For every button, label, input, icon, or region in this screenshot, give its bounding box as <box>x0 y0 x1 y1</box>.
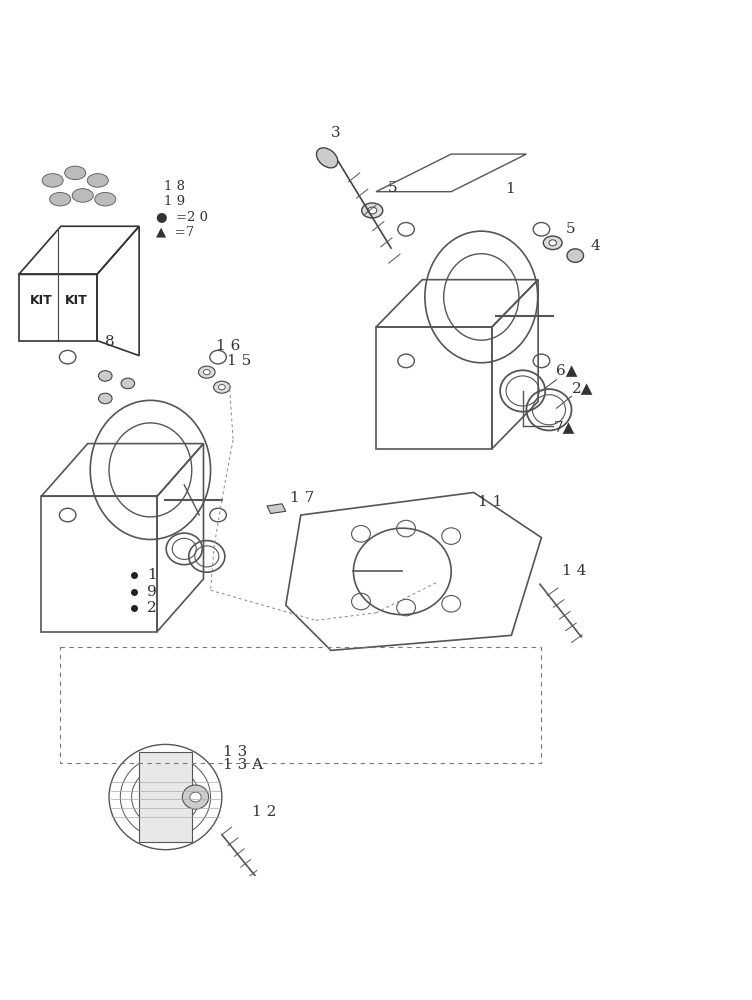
Ellipse shape <box>50 192 71 206</box>
Ellipse shape <box>257 884 276 898</box>
Ellipse shape <box>362 203 383 218</box>
Ellipse shape <box>95 192 116 206</box>
Ellipse shape <box>218 385 225 390</box>
Text: KIT: KIT <box>30 294 53 307</box>
Text: 1 3: 1 3 <box>223 745 247 759</box>
Text: 5: 5 <box>387 181 397 195</box>
Text: 5: 5 <box>566 222 575 236</box>
Text: 1 8: 1 8 <box>164 180 185 193</box>
Ellipse shape <box>72 189 93 202</box>
Ellipse shape <box>99 371 112 381</box>
Text: 1 4: 1 4 <box>562 564 587 578</box>
Text: 6▲: 6▲ <box>556 363 578 377</box>
Text: 1 5: 1 5 <box>227 354 251 368</box>
Text: 8: 8 <box>105 335 115 349</box>
Ellipse shape <box>549 240 556 246</box>
Text: ▲  =7: ▲ =7 <box>156 225 195 238</box>
Ellipse shape <box>99 393 112 404</box>
Text: 7▲: 7▲ <box>554 420 575 434</box>
Text: ●  =2 0: ● =2 0 <box>156 210 208 223</box>
Text: 1: 1 <box>147 568 157 582</box>
Text: 2▲: 2▲ <box>572 381 593 395</box>
Text: 1: 1 <box>505 182 515 196</box>
Text: 1 6: 1 6 <box>216 339 240 353</box>
Ellipse shape <box>121 378 135 389</box>
Ellipse shape <box>567 249 584 262</box>
Ellipse shape <box>214 381 230 393</box>
Text: 3: 3 <box>331 126 341 140</box>
Ellipse shape <box>199 366 215 378</box>
Text: 1 3 A: 1 3 A <box>223 758 262 772</box>
Text: KIT: KIT <box>65 294 87 307</box>
Ellipse shape <box>65 166 86 180</box>
Text: 1 1: 1 1 <box>478 495 502 509</box>
Ellipse shape <box>87 174 108 187</box>
Polygon shape <box>139 752 192 842</box>
Ellipse shape <box>543 236 562 250</box>
Text: 1 2: 1 2 <box>252 805 276 819</box>
Ellipse shape <box>317 148 338 168</box>
Text: 1 9: 1 9 <box>164 195 185 208</box>
Ellipse shape <box>368 207 377 214</box>
Ellipse shape <box>203 370 210 375</box>
Text: 1 7: 1 7 <box>290 491 314 505</box>
Text: 2: 2 <box>147 601 157 615</box>
Text: 9: 9 <box>147 585 157 599</box>
Ellipse shape <box>42 174 63 187</box>
Ellipse shape <box>183 785 209 809</box>
Ellipse shape <box>190 792 202 802</box>
Polygon shape <box>267 504 286 514</box>
Text: 4: 4 <box>590 239 600 253</box>
